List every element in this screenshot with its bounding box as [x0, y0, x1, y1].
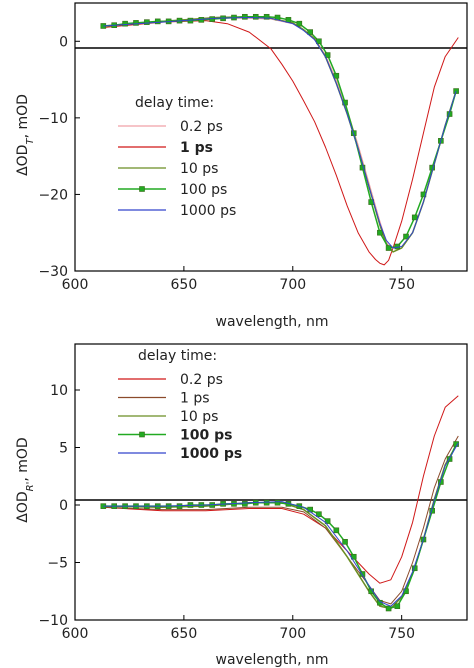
top-series-marker	[133, 20, 138, 25]
bottom-legend-label: 0.2 ps	[180, 372, 223, 388]
bottom-series-line-0	[103, 396, 458, 583]
bottom-x-ticks: 600 650 700 750	[62, 615, 415, 642]
top-series-marker	[297, 21, 302, 26]
top-series-marker	[454, 89, 459, 94]
top-y-tick-label: −10	[38, 111, 68, 127]
bottom-series-marker	[334, 528, 339, 533]
bottom-x-tick-label: 750	[388, 626, 415, 642]
top-legend-title: delay time:	[135, 95, 214, 111]
bottom-legend-label: 1000 ps	[180, 446, 242, 462]
bottom-x-tick-label: 600	[62, 626, 89, 642]
bottom-legend: delay time: 0.2 ps 1 ps 10 ps 100 ps 1000 ps	[118, 348, 242, 462]
top-series-marker	[155, 19, 160, 24]
top-y-ticks: 0−10−20−30	[38, 34, 80, 280]
bottom-y-tick-label: 0	[59, 498, 68, 514]
top-x-ticks: 600 650 700 750	[62, 266, 415, 293]
top-y-tick-label: −20	[38, 187, 68, 203]
bottom-series-marker	[275, 500, 280, 505]
top-series-line-1	[103, 21, 458, 265]
bottom-series-marker	[395, 604, 400, 609]
bottom-y-tick-label: 5	[59, 441, 68, 457]
top-legend-label: 1000 ps	[180, 203, 236, 219]
top-y-axis-label: ΔODT, mOD	[15, 94, 36, 176]
bottom-series-marker	[264, 500, 269, 505]
bottom-plot-frame	[75, 344, 467, 620]
bottom-series-line-3	[103, 444, 456, 609]
top-series-marker	[377, 230, 382, 235]
top-x-tick-label: 750	[388, 277, 415, 293]
top-series-line-3	[103, 17, 456, 248]
top-x-tick-label: 700	[279, 277, 306, 293]
bottom-y-axis-label: ΔODR', mOD	[15, 437, 36, 522]
top-series-marker	[123, 21, 128, 26]
top-series-marker	[253, 14, 258, 19]
top-legend-marker	[140, 187, 145, 192]
bottom-x-tick-label: 700	[279, 626, 306, 642]
bottom-series-marker	[242, 501, 247, 506]
bottom-series-marker	[343, 539, 348, 544]
top-legend-label: 0.2 ps	[180, 119, 223, 135]
top-series-marker	[308, 30, 313, 35]
top-x-tick-label: 650	[171, 277, 198, 293]
top-legend: delay time: 0.2 ps 1 ps 10 ps 100 ps 1000 ps	[118, 95, 236, 219]
top-series-marker	[386, 246, 391, 251]
top-legend-label: 10 ps	[180, 161, 218, 177]
top-series-marker	[144, 20, 149, 25]
top-series-group	[101, 14, 459, 265]
top-series-marker	[242, 14, 247, 19]
bottom-series-marker	[316, 512, 321, 517]
bottom-legend-label: 10 ps	[180, 409, 218, 425]
bottom-series-group	[101, 396, 459, 611]
bottom-series-marker	[386, 606, 391, 611]
bottom-y-tick-label: −5	[47, 556, 68, 572]
top-y-tick-label: 0	[59, 34, 68, 50]
bottom-x-tick-label: 650	[171, 626, 198, 642]
bottom-series-line-1	[103, 436, 458, 604]
bottom-legend-label: 100 ps	[180, 428, 232, 444]
bottom-legend-label: 1 ps	[180, 391, 210, 407]
bottom-x-axis-label: wavelength, nm	[216, 652, 329, 668]
bottom-legend-marker	[140, 432, 145, 437]
top-legend-label: 1 ps	[180, 140, 213, 156]
top-series-marker	[286, 17, 291, 22]
bottom-legend-title: delay time:	[138, 348, 217, 364]
top-legend-label: 100 ps	[180, 182, 227, 198]
top-x-axis-label: wavelength, nm	[216, 314, 329, 330]
bottom-y-tick-label: 10	[50, 383, 68, 399]
top-series-marker	[334, 73, 339, 78]
top-series-line-4	[103, 18, 456, 249]
top-panel: 0−10−20−30 600 650 700 750 delay time: 0.2 …	[15, 3, 467, 330]
top-series-marker	[412, 215, 417, 220]
top-x-tick-label: 600	[62, 277, 89, 293]
